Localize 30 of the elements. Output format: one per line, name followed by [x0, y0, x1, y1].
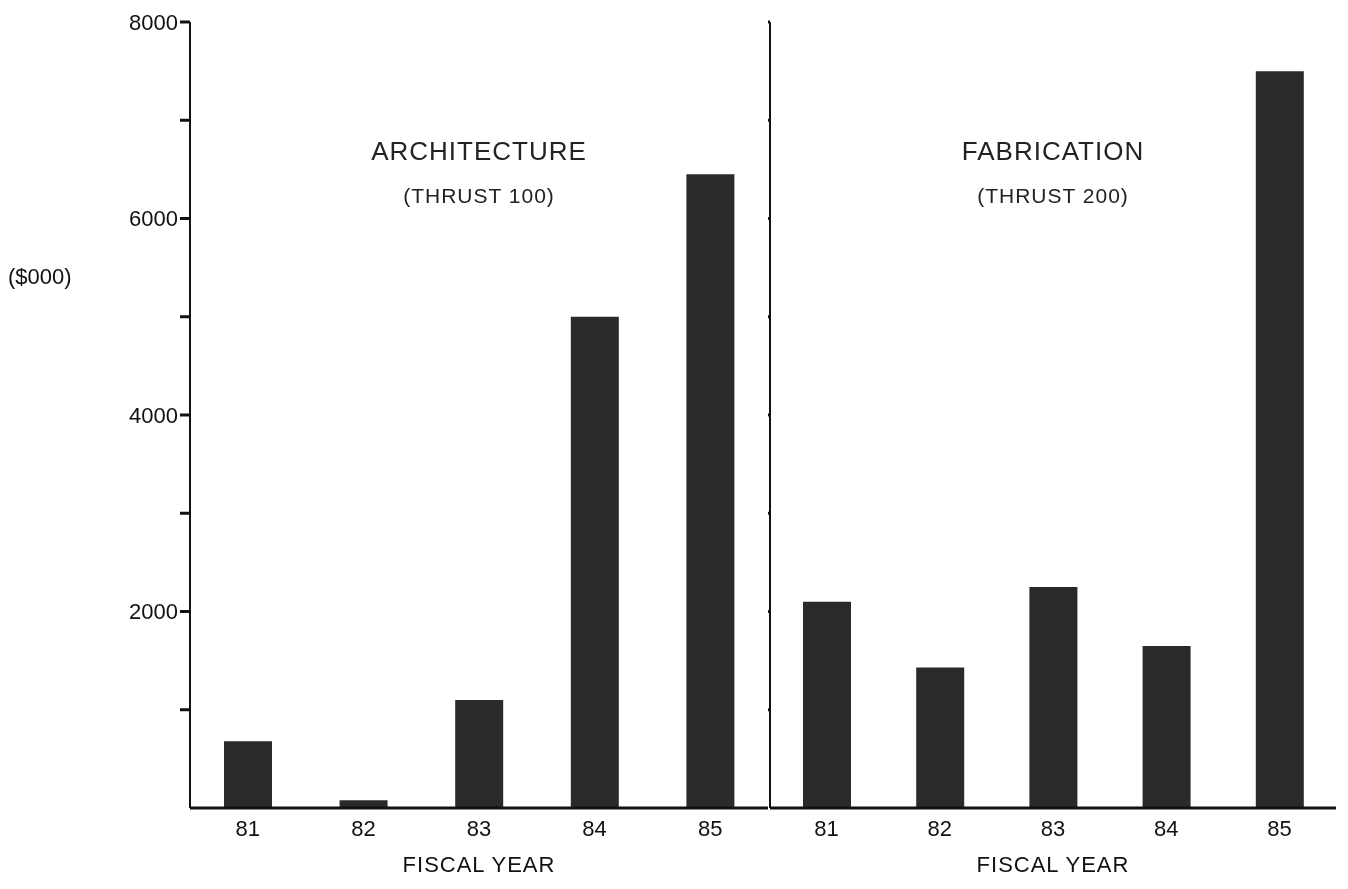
text: (THRUST 100) — [402, 184, 556, 208]
x-tick-label: 83 — [466, 815, 492, 841]
bar — [1142, 645, 1191, 808]
bar — [570, 316, 619, 808]
x-tick-label: 81 — [814, 815, 839, 841]
x-tick-label: 82 — [927, 815, 953, 841]
x-axis-title: FISCAL YEAR — [401, 852, 557, 878]
x-tick-label: 85 — [1267, 815, 1292, 841]
text: FABRICATION — [960, 136, 1146, 167]
y-tick-label: 4000 — [129, 402, 178, 428]
text: ARCHITECTURE — [370, 136, 588, 167]
x-tick-label: 84 — [1153, 815, 1179, 841]
bar — [1255, 71, 1304, 808]
bar — [1029, 586, 1078, 808]
y-tick-label: 2000 — [129, 599, 178, 625]
bar — [916, 667, 965, 808]
x-tick-label: 81 — [235, 815, 261, 841]
y-tick-label: 6000 — [129, 206, 178, 232]
y-axis-title: ($000) — [8, 264, 72, 290]
bar — [686, 174, 735, 808]
y-tick-label: 8000 — [129, 9, 178, 35]
bar — [803, 601, 851, 808]
x-axis-title: FISCAL YEAR — [975, 852, 1131, 878]
x-tick-label: 85 — [697, 815, 723, 841]
text: (THRUST 200) — [976, 184, 1130, 208]
bar — [224, 741, 272, 808]
x-tick-label: 83 — [1040, 815, 1066, 841]
x-tick-label: 84 — [582, 815, 607, 841]
x-tick-label: 82 — [351, 815, 376, 841]
bar — [455, 699, 504, 808]
